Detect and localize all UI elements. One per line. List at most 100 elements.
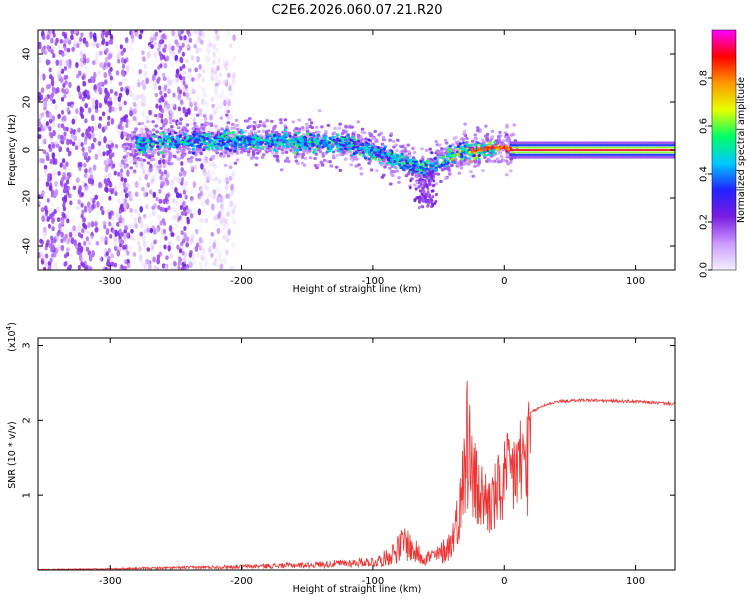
spectrogram-cell [465,140,469,144]
spectrogram-cell [150,245,155,251]
spectrogram-cell [303,135,307,139]
spectrogram-cell [378,158,382,161]
spectrogram-cell [363,131,367,135]
spectrogram-cell [274,143,278,147]
spectrogram-cell [68,193,72,199]
spectrogram-cell [107,248,111,253]
spectrogram-cell [154,92,159,98]
spectrogram-cell [86,57,90,64]
spectrogram-cell [113,170,117,176]
spectrogram-cell [142,213,147,219]
spectrogram-cell [109,234,113,239]
spectrogram-cell [166,103,171,110]
spectrogram-cell [173,131,177,135]
spectrogram-cell [43,100,47,108]
spectrogram-cell [141,141,145,145]
spectrogram-cell [403,149,408,153]
spectrogram-cell [469,170,473,174]
spectrogram-cell [226,121,231,125]
spectrogram-cell [430,151,434,155]
spectrogram-cell [131,150,135,154]
spectrogram-cell [284,150,289,154]
spectrogram-cell [388,166,392,170]
spectrogram-cell [144,127,149,131]
spectrogram-cell [459,162,464,167]
spectrogram-cell [110,48,115,56]
spectrogram-cell [486,157,491,162]
spectrogram-cell [337,126,342,130]
spectrogram-cell [144,187,148,193]
spectrogram-cell [233,204,237,209]
spectrogram-cell [57,244,62,252]
spectrogram-cell [99,195,104,204]
spectrogram-cell [42,191,46,198]
spectrogram-cell [220,134,224,138]
spectrogram-cell [80,142,84,147]
spectrogram-cell [120,232,124,237]
spectrogram-cell [312,151,316,154]
spectrogram-cell [204,156,208,160]
spectrogram-cell [230,126,234,130]
spectrogram-cell [106,267,110,270]
spectrogram-cell [158,85,162,91]
spectrogram-cell [462,162,467,166]
spectrogram-cell [120,57,125,64]
spectrogram-cell [502,158,506,162]
spectrogram-cell [163,128,168,132]
spectrogram-cell [162,221,167,226]
spectrogram-cell [51,30,55,35]
spectrogram-cell [235,158,240,162]
spectrogram-cell [85,66,90,74]
spectrogram-cell [161,263,165,269]
spectrogram-cell [47,176,51,182]
spectrogram-cell [219,187,224,194]
spectrogram-cell [132,171,137,178]
spectrogram-cell [60,96,65,102]
spectrogram-cell [213,105,218,112]
spectrogram-cell [138,151,142,155]
spectrogram-cell [46,198,50,203]
spectrogram-cell [212,193,217,200]
spectrogram-cell [390,155,394,159]
spectrogram-cell [151,209,156,216]
spectrogram-cell [196,251,200,259]
spectrogram-cell [48,144,52,149]
spectrogram-cell [145,203,149,210]
spectrogram-cell [278,136,282,140]
spectrogram-cell [329,164,334,168]
spectrogram-cell [202,133,207,137]
spectrogram-cell [134,191,139,197]
spectrogram-cell [74,130,79,137]
spectrogram-cell [62,175,66,181]
spectrogram-cell [72,225,76,232]
spectrogram-cell [291,137,295,141]
spectrogram-cell [95,211,100,218]
spectrogram-cell [389,182,393,186]
spectrogram-cell [490,135,495,139]
spectrogram-cell [225,173,229,179]
spectrogram-cell [130,191,134,200]
spectrogram-cell [164,100,168,106]
spectrogram-cell [419,168,423,172]
spectrogram-cell [423,179,427,183]
spectrogram-cell [277,146,281,151]
spectrogram-cell [47,223,52,229]
spectrogram-cell [112,163,116,169]
spectrogram-cell [373,155,377,159]
spectrogram-cell [153,264,158,270]
spectrogram-cell [195,132,199,136]
spectrogram-cell [238,143,243,147]
spectrogram-cell [373,158,377,161]
spectrogram-cell [202,148,206,152]
spectrogram-cell [231,208,236,215]
spectrogram-cell [168,114,173,121]
spectrogram-cell [364,137,368,141]
spectrogram-cell [52,99,56,105]
spectrogram-cell [309,121,314,125]
spectrogram-cell [142,246,147,252]
spectrogram-cell [264,138,268,142]
spectrogram-cell [230,183,234,192]
spectrogram-cell [275,136,279,139]
spectrogram-cell [164,117,168,123]
